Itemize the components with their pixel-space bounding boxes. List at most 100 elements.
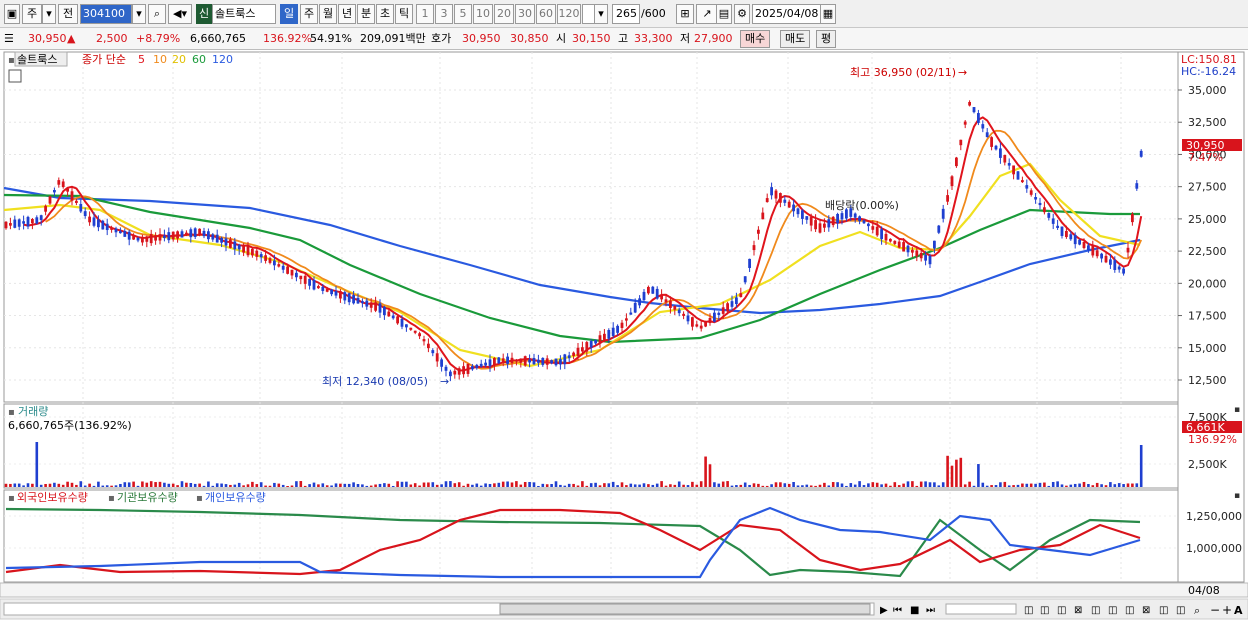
type-selector[interactable]: 전 <box>58 4 78 24</box>
mode-selector[interactable]: 주 <box>22 4 42 24</box>
candle-body <box>229 239 232 248</box>
zoom-in-icon[interactable]: + <box>1222 603 1232 617</box>
menu-dot-icon[interactable]: ▪ <box>8 55 15 66</box>
quote-menu-icon[interactable]: ☰ <box>4 32 14 45</box>
candle-body <box>453 370 457 375</box>
count-input[interactable]: 265 <box>612 4 640 24</box>
panel-close-icon[interactable]: ▪ <box>1234 491 1240 501</box>
volume-bar <box>26 483 30 487</box>
period-day-button[interactable]: 일 <box>280 4 298 24</box>
candle-body <box>928 255 932 265</box>
chevron-down-icon[interactable]: ▾ <box>42 4 56 24</box>
rewind-icon[interactable]: ⏮ <box>893 605 902 616</box>
buy-button[interactable]: 매수 <box>740 30 771 48</box>
layout-icon[interactable]: ◫ <box>1057 605 1066 616</box>
gear-icon[interactable]: ⚙ <box>734 4 750 24</box>
scrollbar-thumb[interactable] <box>499 603 871 615</box>
volume-bar <box>141 481 144 487</box>
menu-dot-icon[interactable]: ▪ <box>8 493 15 504</box>
search-icon[interactable]: ⌕ <box>148 4 166 24</box>
interval-button[interactable]: 60 <box>536 4 556 24</box>
menu-dot-icon[interactable]: ▪ <box>108 493 115 504</box>
candle-body <box>145 236 149 242</box>
layout-icon[interactable]: ◫ <box>1125 605 1134 616</box>
volume-bar <box>563 485 567 487</box>
quote-bar: ☰ 30,950 ▲ 2,500 +8.79% 6,660,765 136.92… <box>0 28 1248 50</box>
stop-icon[interactable]: ■ <box>910 605 919 616</box>
layout-icon[interactable]: ◫ <box>1108 605 1117 616</box>
volume-bar <box>770 484 773 487</box>
volume-bar <box>686 485 690 487</box>
layout-icon[interactable]: ◫ <box>1159 605 1168 616</box>
volume-bar <box>853 484 857 487</box>
candle-body <box>44 205 47 212</box>
menu-dot-icon[interactable]: ▪ <box>8 407 15 418</box>
sell-button[interactable]: 매도 <box>780 30 811 48</box>
menu-dot-icon[interactable]: ▪ <box>196 493 203 504</box>
zoom-out-icon[interactable]: − <box>1210 603 1220 617</box>
volume-bar <box>39 484 43 487</box>
interval-button[interactable]: 20 <box>494 4 514 24</box>
period-tick-button[interactable]: 틱 <box>395 4 413 24</box>
layout-icon[interactable]: ◫ <box>1176 605 1185 616</box>
layout-icon[interactable]: ◫ <box>1024 605 1033 616</box>
candle-body <box>334 291 338 296</box>
candle-body <box>290 269 294 276</box>
period-minute-button[interactable]: 분 <box>357 4 375 24</box>
period-week-button[interactable]: 주 <box>300 4 318 24</box>
interval-button[interactable]: 5 <box>454 4 472 24</box>
period-month-button[interactable]: 월 <box>319 4 337 24</box>
volume-bar <box>35 442 39 487</box>
candle-body <box>730 301 734 307</box>
volume-bar <box>1025 483 1029 487</box>
magnify-icon[interactable]: ⌕ <box>1194 604 1200 617</box>
speaker-icon[interactable]: ◀▾ <box>168 4 192 24</box>
candle-body <box>312 279 316 290</box>
layout-icon[interactable]: ⊠ <box>1074 605 1082 616</box>
draw-tool-icon[interactable]: ↗ <box>696 4 718 24</box>
volume-bar <box>13 483 17 487</box>
zoom-track[interactable] <box>945 603 1017 615</box>
panel-close-icon[interactable]: ▪ <box>1234 405 1240 415</box>
layout-icon[interactable]: ◫ <box>1040 605 1049 616</box>
candle-body <box>977 113 980 123</box>
interval-button[interactable]: 3 <box>435 4 453 24</box>
candle-body <box>906 245 910 253</box>
calendar-icon[interactable]: ▦ <box>820 4 836 24</box>
candle-body <box>603 333 606 340</box>
interval-button[interactable]: 120 <box>557 4 581 24</box>
volume-bar <box>611 481 615 487</box>
average-button[interactable]: 평 <box>816 30 837 48</box>
volume-bar <box>383 483 386 487</box>
save-icon[interactable]: ▤ <box>716 4 732 24</box>
forward-icon[interactable]: ⏭ <box>926 605 935 616</box>
interval-dropdown-icon[interactable]: ▾ <box>594 4 608 24</box>
volume-bar <box>1021 483 1024 487</box>
layout-icon[interactable]: ⊠ <box>1142 605 1150 616</box>
volume-bar <box>1047 485 1051 487</box>
interval-button[interactable]: 30 <box>515 4 535 24</box>
font-size-icon[interactable]: A <box>1234 604 1243 617</box>
stock-code-input[interactable]: 304100 <box>80 4 132 24</box>
candle-body <box>572 352 575 356</box>
scroll-right-icon[interactable]: ▶ <box>880 605 888 616</box>
stock-name-field[interactable]: 솔트룩스 <box>212 4 276 24</box>
table-icon[interactable] <box>8 69 22 83</box>
candle-body <box>902 242 905 252</box>
period-year-button[interactable]: 년 <box>338 4 356 24</box>
candle-body <box>761 212 765 220</box>
code-dropdown-icon[interactable]: ▾ <box>132 4 146 24</box>
window-icon[interactable]: ▣ <box>4 4 20 24</box>
candle-body <box>655 288 659 299</box>
volume-bar <box>145 482 149 487</box>
candle-body <box>466 363 470 374</box>
candle-type-icon[interactable]: ⊞ <box>676 4 694 24</box>
candle-body <box>39 215 43 221</box>
interval-button[interactable]: 10 <box>473 4 493 24</box>
interval-button[interactable]: 1 <box>416 4 434 24</box>
candle-body <box>127 231 131 240</box>
layout-icon[interactable]: ◫ <box>1091 605 1100 616</box>
date-input[interactable]: 2025/04/08 <box>752 4 822 24</box>
chart-svg[interactable]: 35,000 32,500 30,000 27,500 25,000 22,500 20,0… <box>0 50 1248 621</box>
period-second-button[interactable]: 초 <box>376 4 394 24</box>
